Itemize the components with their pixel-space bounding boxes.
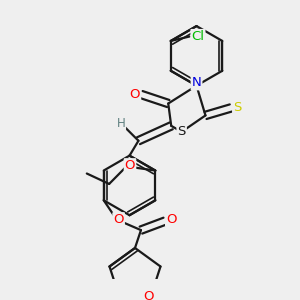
Text: O: O bbox=[113, 213, 124, 226]
Text: Cl: Cl bbox=[191, 30, 204, 43]
Text: O: O bbox=[166, 213, 177, 226]
Text: N: N bbox=[192, 76, 201, 89]
Text: S: S bbox=[233, 101, 242, 115]
Text: O: O bbox=[144, 290, 154, 300]
Text: O: O bbox=[125, 159, 135, 172]
Text: H: H bbox=[116, 117, 125, 130]
Text: S: S bbox=[178, 125, 186, 138]
Text: O: O bbox=[130, 88, 140, 101]
